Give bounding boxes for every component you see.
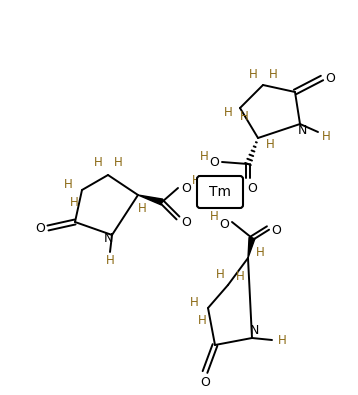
Text: N: N (103, 233, 113, 246)
Text: O: O (181, 181, 191, 194)
Text: O: O (200, 376, 210, 389)
Text: N: N (249, 324, 259, 337)
Text: O: O (325, 71, 335, 85)
Text: O: O (271, 224, 281, 237)
Text: H: H (236, 271, 245, 284)
Polygon shape (138, 195, 163, 205)
Text: H: H (268, 68, 277, 81)
Text: H: H (113, 156, 122, 169)
Text: O: O (181, 216, 191, 228)
Text: O: O (219, 218, 229, 231)
Text: H: H (192, 173, 200, 186)
Text: H: H (198, 314, 206, 327)
Text: H: H (256, 246, 264, 258)
Text: H: H (224, 105, 232, 118)
Text: O: O (209, 156, 219, 169)
Text: H: H (94, 156, 102, 169)
Text: H: H (64, 177, 72, 190)
Text: H: H (200, 149, 208, 162)
Text: H: H (240, 109, 248, 122)
Text: H: H (137, 203, 146, 216)
Text: H: H (106, 254, 114, 267)
FancyBboxPatch shape (197, 176, 243, 208)
Polygon shape (248, 237, 255, 258)
Text: N: N (297, 124, 307, 137)
Text: H: H (69, 196, 78, 209)
Text: H: H (248, 68, 257, 81)
Text: H: H (216, 269, 224, 282)
Text: H: H (190, 295, 198, 308)
Text: H: H (321, 130, 330, 143)
Text: H: H (266, 137, 274, 150)
Text: O: O (35, 222, 45, 235)
Text: O: O (247, 181, 257, 194)
Text: H: H (277, 333, 286, 346)
Text: H: H (210, 209, 218, 222)
Text: Tm: Tm (209, 185, 231, 199)
